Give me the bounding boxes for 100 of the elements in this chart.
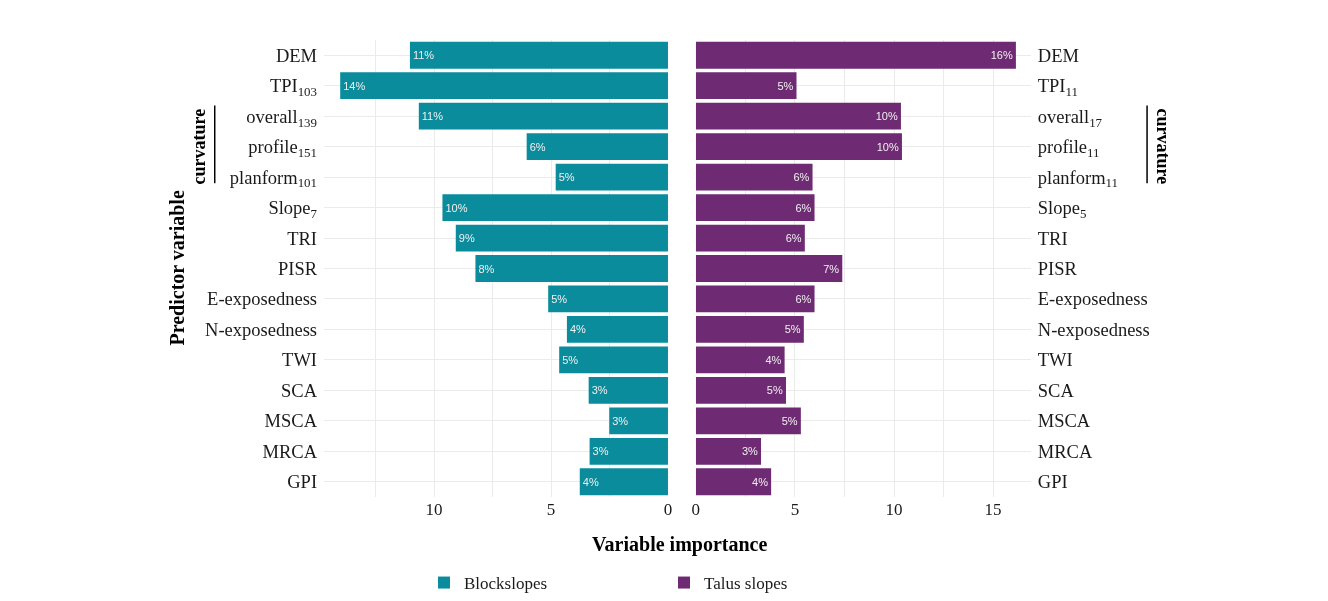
legend-label: Blockslopes [464,574,548,594]
bar [526,133,668,161]
bar [695,285,815,313]
y-tick-label: MRCA [262,441,318,462]
bar [475,255,668,282]
bar [695,468,772,496]
y-tick-label: planform$_{101}$ [229,167,318,191]
y-axis-title: Predictor variable [165,190,188,346]
y-tick-label: E-exposedness [1037,289,1148,310]
y-tick-label: SCA [1037,380,1075,401]
bar [695,224,805,252]
x-tick-label: 5 [546,500,556,519]
bar [588,376,668,404]
data-label: 5% [551,292,568,305]
y-tick-label: TPI$_{103}$ [269,76,318,100]
data-label: 7% [823,262,840,275]
y-tick-label: TWI [282,350,318,371]
data-label: 6% [793,171,810,184]
bar [695,163,813,191]
bar [340,72,668,100]
text: curvature [189,108,210,185]
data-label: 8% [478,262,495,275]
text: curvature [1152,108,1173,185]
y-tick-label: Slope$_{5}$ [1037,198,1087,221]
data-label: 6% [785,232,802,245]
y-tick-label: GPI [287,472,318,493]
bar [695,133,902,161]
bar [695,255,843,282]
data-label: 5% [562,353,579,366]
y-tick-label: SCA [281,380,318,401]
bar [409,41,668,69]
y-tick-label: MSCA [1037,411,1091,432]
x-tick-label: 5 [790,500,800,519]
data-label: 5% [558,171,575,184]
y-tick-label: overall$_{17}$ [1037,106,1103,130]
bar [609,407,668,435]
data-label: 3% [592,445,609,458]
data-label: 5% [784,323,801,336]
y-tick-label: profile$_{151}$ [248,137,318,160]
legend-label: Talus slopes [704,574,788,594]
y-tick-label: profile$_{11}$ [1037,137,1100,160]
data-label: 11% [421,110,444,123]
bar [589,437,668,465]
data-label: 3% [612,414,629,427]
data-label: 10% [876,140,899,153]
y-tick-label: DEM [275,45,318,66]
data-label: 14% [343,79,366,92]
y-tick-label: Slope$_{7}$ [268,198,318,221]
y-tick-label: MRCA [1037,441,1093,462]
bar [548,285,668,313]
bar [695,437,762,465]
data-label: 6% [795,201,812,214]
y-tick-label: TRI [1037,228,1068,249]
data-label: 4% [765,353,782,366]
bar [559,346,668,374]
data-label: 5% [777,79,794,92]
bar [455,224,668,252]
data-label: 3% [591,384,608,397]
data-label: 9% [458,232,475,245]
bar [555,163,668,191]
x-tick-label: 0 [663,500,673,519]
y-tick-label: N-exposedness [205,319,318,340]
bar [418,102,668,130]
data-label: 6% [529,140,546,153]
data-label: 4% [752,475,769,488]
bar [695,407,801,435]
bar [442,194,668,221]
x-tick-label: 10 [425,500,443,519]
y-tick-label: planform$_{11}$ [1037,167,1119,191]
y-tick-label: TPI$_{11}$ [1037,76,1078,100]
data-label: 10% [445,201,468,214]
bar [566,316,668,343]
data-label: 3% [741,445,759,458]
bar [695,102,901,130]
data-label: 4% [569,323,587,336]
y-tick-label: PISR [1037,258,1078,279]
x-tick-label: 0 [691,500,701,519]
bar [695,376,786,404]
y-tick-label: MSCA [264,411,318,432]
data-label: 11% [412,49,435,62]
x-tick-label: 15 [984,500,1002,519]
bar [695,72,797,100]
data-label: 5% [766,384,783,397]
data-label: 5% [781,414,798,427]
bar [579,468,668,496]
y-tick-label: overall$_{139}$ [246,106,318,130]
bar [695,194,815,221]
bar [695,316,804,343]
data-label: 4% [582,475,599,488]
y-tick-label: GPI [1037,472,1068,493]
data-label: 6% [795,292,812,305]
y-tick-label: TWI [1037,350,1073,371]
data-label: 16% [990,49,1013,62]
y-tick-label: N-exposedness [1037,319,1150,340]
y-tick-label: DEM [1037,45,1079,66]
data-label: 10% [875,110,898,123]
x-axis-title: Variable importance [592,533,768,556]
y-tick-label: PISR [277,258,318,279]
y-tick-label: E-exposedness [207,289,318,310]
bar [695,41,1016,69]
